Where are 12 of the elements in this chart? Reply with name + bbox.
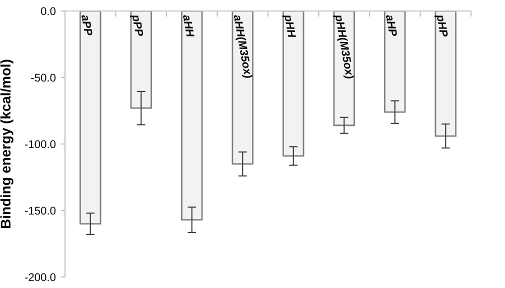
y-tick-label: 0.0 — [40, 7, 56, 16]
y-tick-label: -150.0 — [24, 206, 56, 215]
x-tick-label: pHP — [434, 14, 448, 38]
x-tick-label: pHH — [282, 14, 296, 39]
x-tick-label: aHP — [386, 14, 398, 37]
x-tick-label: aHH — [182, 14, 194, 38]
y-tick-label: -100.0 — [24, 140, 56, 148]
y-tick-label: -50.0 — [31, 74, 56, 82]
y-axis-title: Binding energy (kcal/mol) — [0, 60, 14, 228]
y-tick-label: -200.0 — [24, 273, 56, 282]
x-tick-label: aPP — [81, 14, 93, 36]
x-tick-label: pPP — [130, 14, 144, 38]
